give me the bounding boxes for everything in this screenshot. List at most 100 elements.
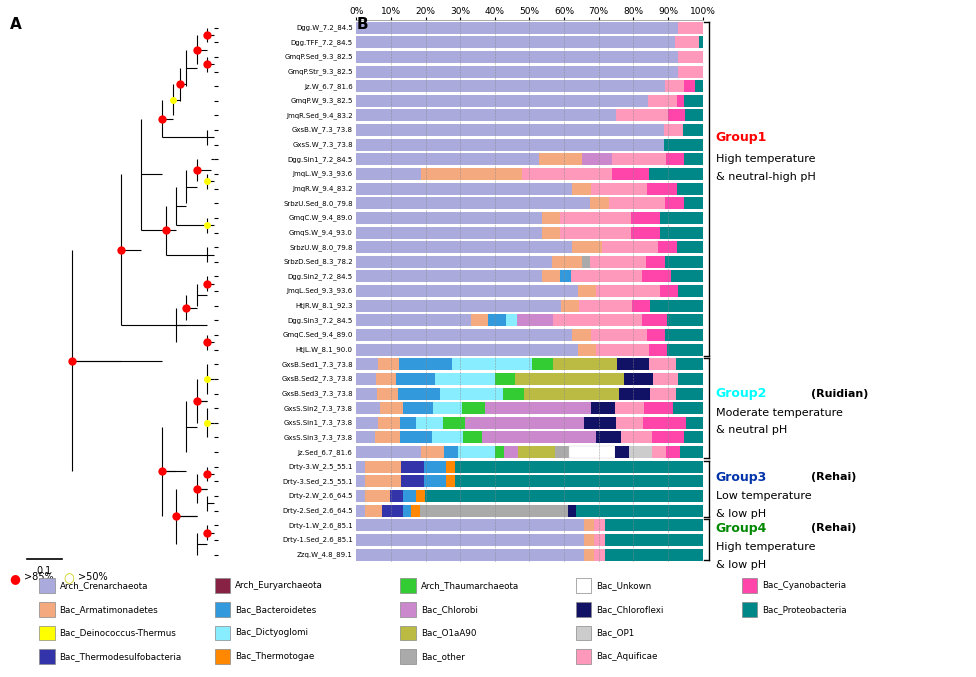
Text: Arch_Thaumarchaeota: Arch_Thaumarchaeota: [421, 581, 519, 590]
Bar: [365, 461, 401, 473]
Bar: [595, 344, 649, 355]
Text: & neutral pH: & neutral pH: [715, 425, 787, 435]
Bar: [396, 373, 435, 385]
Bar: [518, 446, 555, 458]
Text: Moderate temperature: Moderate temperature: [715, 408, 842, 418]
Bar: [602, 241, 658, 253]
Text: HtjR.W_8.1_92.3: HtjR.W_8.1_92.3: [296, 303, 352, 309]
Text: High temperature: High temperature: [715, 542, 815, 552]
Bar: [665, 124, 683, 136]
Bar: [421, 446, 444, 458]
Bar: [462, 402, 485, 414]
Bar: [552, 314, 642, 326]
Bar: [660, 212, 703, 224]
Text: GxsS.Sin3_7.3_73.8: GxsS.Sin3_7.3_73.8: [284, 434, 352, 441]
Bar: [590, 329, 647, 341]
Bar: [356, 110, 616, 121]
Bar: [583, 154, 612, 165]
Bar: [615, 402, 644, 414]
Bar: [378, 387, 398, 399]
Bar: [465, 417, 584, 429]
Text: Bac_Chlorobi: Bac_Chlorobi: [421, 605, 477, 614]
Bar: [578, 285, 595, 297]
Bar: [458, 446, 495, 458]
Text: Bac_Unkown: Bac_Unkown: [596, 581, 652, 590]
Text: Bac_Proteobacteria: Bac_Proteobacteria: [762, 605, 847, 614]
Bar: [522, 168, 613, 180]
Text: SrbzU.Sed_8.0_79.8: SrbzU.Sed_8.0_79.8: [283, 200, 352, 206]
Bar: [646, 256, 665, 268]
Bar: [648, 95, 677, 107]
Bar: [684, 154, 703, 165]
Bar: [356, 475, 365, 487]
Bar: [669, 110, 685, 121]
Text: GmqC.W_9.4_89.0: GmqC.W_9.4_89.0: [289, 215, 352, 221]
Bar: [695, 80, 703, 92]
Bar: [356, 373, 376, 385]
Text: Bac_OP1: Bac_OP1: [596, 628, 634, 638]
Text: Drty-3.Sed_2.5_55.1: Drty-3.Sed_2.5_55.1: [282, 478, 352, 485]
Bar: [403, 402, 432, 414]
Bar: [578, 344, 595, 355]
Bar: [653, 373, 678, 385]
Text: GxsB.W_7.3_73.8: GxsB.W_7.3_73.8: [292, 127, 352, 133]
Bar: [590, 256, 646, 268]
Bar: [356, 212, 542, 224]
Bar: [470, 314, 488, 326]
Text: GxsB.Sed1_7.3_73.8: GxsB.Sed1_7.3_73.8: [281, 361, 352, 368]
Bar: [613, 168, 649, 180]
Bar: [572, 241, 602, 253]
Bar: [356, 154, 539, 165]
Bar: [416, 417, 443, 429]
Bar: [356, 548, 584, 561]
Bar: [632, 300, 650, 311]
Text: SrbzU.W_8.0_79.8: SrbzU.W_8.0_79.8: [289, 244, 352, 250]
Bar: [583, 256, 590, 268]
Bar: [420, 504, 567, 517]
Bar: [643, 417, 686, 429]
Text: Drty-3.W_2.5_55.1: Drty-3.W_2.5_55.1: [288, 463, 352, 470]
Text: GxsB.Sed3_7.3_73.8: GxsB.Sed3_7.3_73.8: [281, 390, 352, 397]
Text: Bac_Thermotogae: Bac_Thermotogae: [235, 652, 314, 661]
Bar: [552, 256, 583, 268]
Bar: [676, 387, 703, 399]
Bar: [356, 358, 378, 370]
Text: Bac_Dictyoglomi: Bac_Dictyoglomi: [235, 628, 308, 638]
Bar: [356, 256, 552, 268]
Bar: [356, 241, 572, 253]
Bar: [616, 417, 643, 429]
Bar: [378, 417, 399, 429]
Bar: [677, 95, 684, 107]
Bar: [411, 504, 420, 517]
Bar: [684, 197, 703, 209]
Bar: [631, 227, 660, 238]
Bar: [452, 358, 532, 370]
Bar: [365, 490, 390, 502]
Bar: [584, 417, 616, 429]
Bar: [542, 271, 560, 282]
Bar: [584, 519, 594, 531]
Bar: [666, 329, 703, 341]
Text: >50%: >50%: [78, 572, 107, 582]
Bar: [425, 490, 703, 502]
Bar: [649, 168, 703, 180]
Bar: [356, 490, 365, 502]
Bar: [356, 95, 648, 107]
Bar: [594, 519, 605, 531]
Bar: [507, 314, 517, 326]
Text: JmqR.Sed_9.4_83.2: JmqR.Sed_9.4_83.2: [286, 112, 352, 119]
Bar: [647, 183, 676, 195]
Bar: [629, 446, 652, 458]
Bar: [569, 446, 615, 458]
Text: Drty-2.Sed_2.6_64.5: Drty-2.Sed_2.6_64.5: [282, 507, 352, 514]
Bar: [446, 461, 455, 473]
Bar: [356, 519, 584, 531]
Bar: [403, 504, 411, 517]
Text: JmqR.W_9.4_83.2: JmqR.W_9.4_83.2: [292, 185, 352, 192]
Bar: [594, 548, 605, 561]
Bar: [605, 519, 703, 531]
Bar: [685, 110, 703, 121]
Text: Dgg.TFF_7.2_84.5: Dgg.TFF_7.2_84.5: [291, 39, 352, 45]
Bar: [356, 285, 578, 297]
Bar: [365, 504, 382, 517]
